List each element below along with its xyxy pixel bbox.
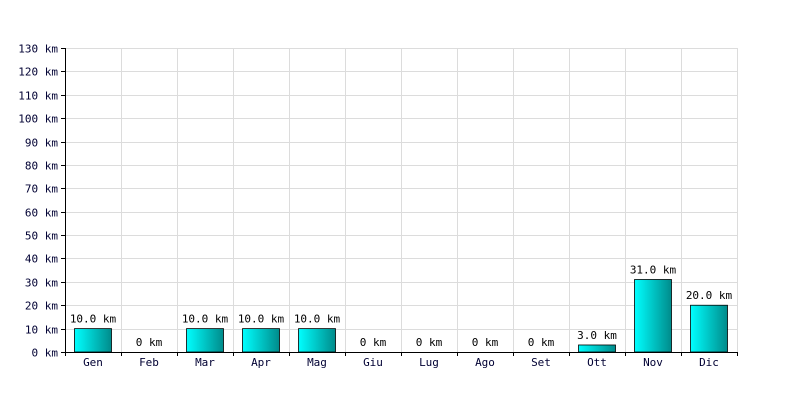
data-label: 0 km [360,336,387,349]
bar-mar [186,328,224,353]
x-tick-label: Mar [195,356,215,369]
bars [74,279,728,353]
grid [65,48,738,352]
data-label: 10.0 km [294,313,341,326]
x-tick-label: Dic [699,356,719,369]
x-tick-label: Giu [363,356,383,369]
data-label: 0 km [136,336,163,349]
x-tick-label: Ago [475,356,495,369]
y-tick-label: 80 km [25,160,58,173]
x-tick-label: Feb [139,356,159,369]
data-label: 31.0 km [630,264,677,277]
x-tick-labels: Gen Feb Mar Apr Mag Giu Lug Ago Set Ott Nov Dic [83,356,719,369]
x-tick-label: Set [531,356,551,369]
x-tick-label: Ott [587,356,607,369]
x-tick-label: Mag [307,356,327,369]
y-tick-label: 90 km [25,137,58,150]
bar-dic [690,304,728,353]
y-tick-label: 50 km [25,230,58,243]
data-label: 10.0 km [70,313,117,326]
y-tick-label: 10 km [25,324,58,337]
data-label: 0 km [416,336,443,349]
data-label: 0 km [472,336,499,349]
data-label: 20.0 km [686,289,733,302]
y-tick-label: 60 km [25,207,58,220]
x-tick-label: Apr [251,356,271,369]
y-tick-label: 0 km [32,347,59,360]
y-tick-label: 100 km [18,113,58,126]
data-label: 10.0 km [238,313,285,326]
x-tick-label: Gen [83,356,103,369]
bar-ott [578,344,616,353]
x-tick-label: Nov [643,356,663,369]
y-tick-labels: 0 km 10 km 20 km 30 km 40 km 50 km 60 km 70 km 8… [18,43,58,360]
y-tick-label: 30 km [25,277,58,290]
y-tick-label: 40 km [25,253,58,266]
y-tick-label: 70 km [25,183,58,196]
y-tick-label: 110 km [18,90,58,103]
data-label: 3.0 km [577,329,617,342]
bar-apr [242,328,280,353]
axes [61,48,738,356]
data-labels: 10.0 km 0 km 10.0 km 10.0 km 10.0 km 0 km 0 km… [70,264,733,349]
x-tick-label: Lug [419,356,439,369]
data-label: 10.0 km [182,313,229,326]
bar-mag [298,328,336,353]
data-label: 0 km [528,336,555,349]
y-tick-label: 120 km [18,66,58,79]
bar-nov [634,279,672,353]
bar-gen [74,328,112,353]
y-tick-label: 20 km [25,300,58,313]
y-tick-label: 130 km [18,43,58,56]
